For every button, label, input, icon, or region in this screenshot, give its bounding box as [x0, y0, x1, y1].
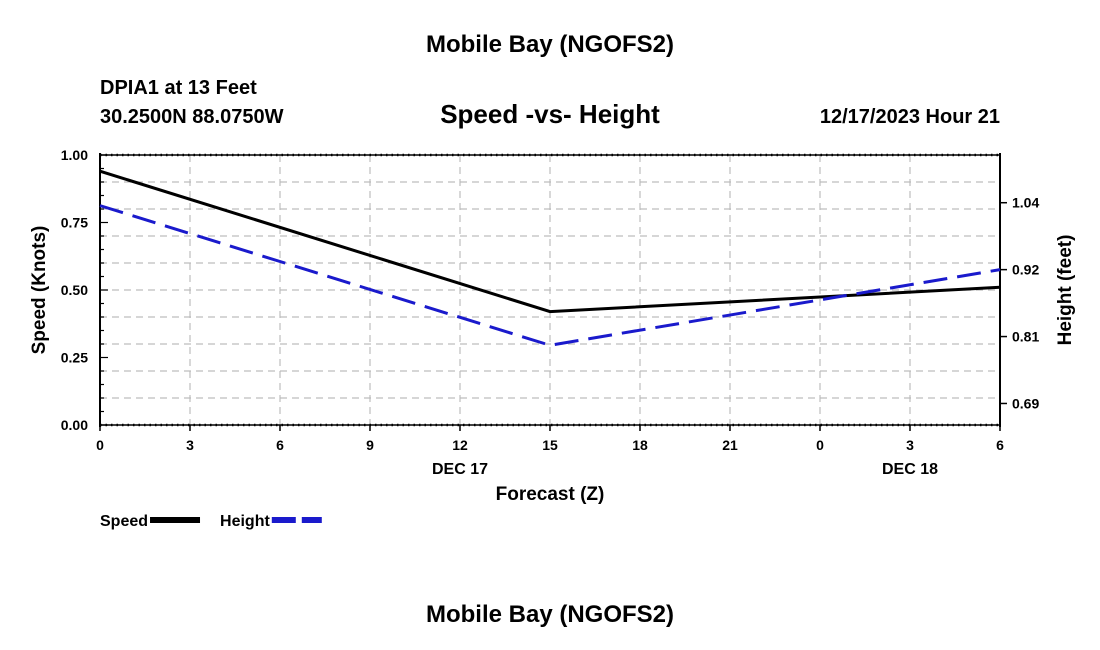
x-tick-label: 0	[96, 437, 104, 453]
bottom-title: Mobile Bay (NGOFS2)	[425, 601, 675, 628]
y2-tick-label: 0.92	[1012, 262, 1039, 278]
y-axis-title: Speed (Knots)	[29, 226, 50, 355]
x-tick-label: 9	[366, 437, 374, 453]
legend-label: Speed	[100, 513, 148, 530]
legend-label: Height	[220, 513, 270, 530]
y-tick-label: 0.25	[61, 350, 88, 366]
x-tick-label: 6	[996, 437, 1004, 453]
x-tick-label: 0	[816, 437, 824, 453]
x-tick-label: 18	[632, 437, 648, 453]
x-tick-label: 15	[542, 437, 558, 453]
y-tick-label: 1.00	[61, 147, 88, 163]
y-tick-label: 0.50	[61, 282, 88, 298]
x-date-label: DEC 18	[882, 461, 938, 478]
series-line-height	[99, 204, 1001, 347]
forecast-datetime: 12/17/2023 Hour 21	[819, 106, 1000, 128]
y2-tick-label: 1.04	[1012, 195, 1039, 211]
x-tick-label: 12	[452, 437, 468, 453]
page-title: Mobile Bay (NGOFS2)	[425, 31, 675, 58]
y-tick-label: 0.75	[61, 215, 88, 231]
x-tick-label: 3	[186, 437, 194, 453]
x-axis-title: Forecast (Z)	[496, 484, 605, 505]
y2-axis-title: Height (feet)	[1055, 235, 1076, 346]
x-tick-label: 21	[722, 437, 738, 453]
station-coordinates: 30.2500N 88.0750W	[100, 106, 284, 128]
series-line-speed	[99, 169, 1001, 314]
x-date-label: DEC 17	[432, 461, 488, 478]
y2-tick-label: 0.69	[1012, 395, 1039, 411]
y-tick-label: 0.00	[61, 417, 88, 433]
x-tick-label: 3	[906, 437, 914, 453]
station-name: DPIA1 at 13 Feet	[100, 77, 257, 99]
x-tick-label: 6	[276, 437, 284, 453]
chart-subtitle: Speed -vs- Height	[440, 99, 660, 129]
y2-tick-label: 0.81	[1012, 329, 1039, 345]
